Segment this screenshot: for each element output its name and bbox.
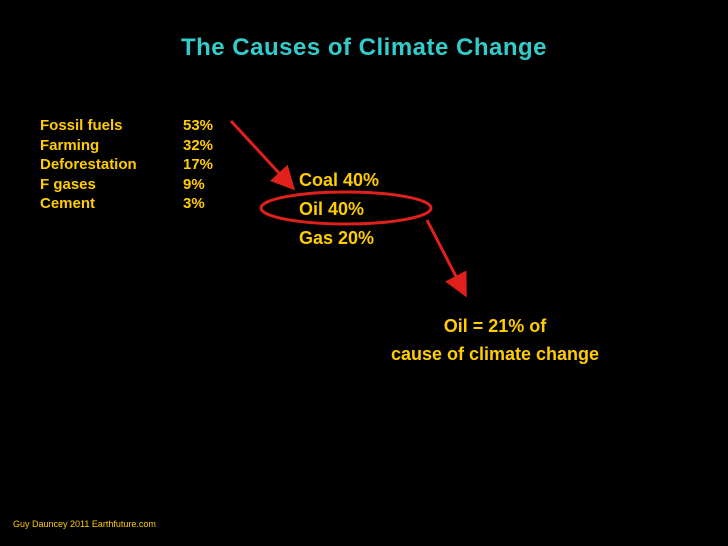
cause-label: Deforestation [40,156,137,173]
arrow-to-conclusion [425,219,467,298]
cause-percent: 3% [183,195,205,212]
cause-row-farming: Farming 32% [40,136,213,156]
cause-label: F gases [40,175,96,193]
fuel-oil: Oil 40% [299,199,365,219]
cause-row-fossil-fuels: Fossil fuels 53% [40,116,213,136]
cause-percent: 17% [183,156,214,173]
oil-highlight-ellipse [259,190,433,226]
conclusion-line-1: Oil = 21% of [443,316,547,336]
cause-label: Farming [40,136,100,154]
fuel-gas: Gas 20% [299,228,375,248]
cause-row-cement: Cement 3% [40,194,213,214]
fossil-fuel-split: Coal 40% Oil 40% Gas 20% [299,166,379,253]
cause-row-f-gases: F gases 9% [40,175,213,195]
fuel-coal: Coal 40% [299,170,380,190]
cause-percent: 9% [183,175,205,193]
conclusion-line-2: cause of climate change [390,344,600,364]
credit-footer: Guy Dauncey 2011 Earthfuture.com [13,519,156,529]
arrow-to-fuel-split [229,119,296,191]
conclusion: Oil = 21% of cause of climate change [345,312,645,368]
cause-percent: 32% [183,136,214,154]
slide-title: The Causes of Climate Change [180,34,548,61]
cause-row-deforestation: Deforestation 17% [40,155,213,175]
causes-list: Fossil fuels 53% Farming 32% Deforestation… [40,116,213,214]
cause-label: Cement [40,195,96,212]
cause-label: Fossil fuels [40,117,123,134]
cause-percent: 53% [183,117,214,134]
